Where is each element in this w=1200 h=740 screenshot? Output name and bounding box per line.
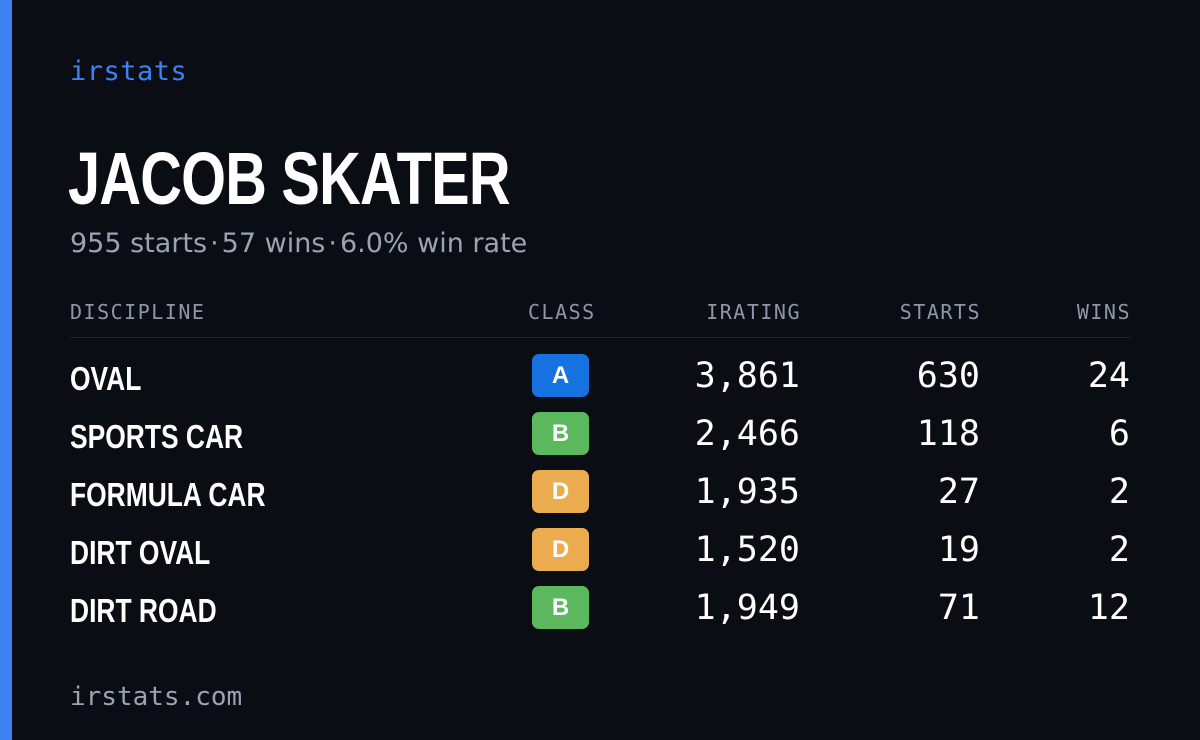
header-starts: STARTS [899,300,981,324]
irating-value: 3,861 [694,356,800,396]
total-wins: 57 wins [221,228,326,259]
table-row: DIRT ROAD B 1,949 71 12 [70,586,1131,644]
discipline-name: SPORTS CAR [70,418,244,455]
header-irating: IRATING [706,300,801,324]
footer-url: irstats.com [70,682,243,712]
starts-value: 630 [916,356,980,396]
irating-value: 1,520 [694,530,800,570]
wins-value: 24 [1087,356,1130,396]
class-badge: D [532,470,589,513]
wins-value: 2 [1108,530,1130,570]
driver-name: JACOB SKATER [68,137,511,220]
table-row: SPORTS CAR B 2,466 118 6 [70,412,1131,470]
starts-value: 71 [937,588,980,628]
discipline-name: OVAL [70,360,142,397]
wins-value: 12 [1087,588,1130,628]
irating-value: 1,935 [694,472,800,512]
class-badge: D [532,528,589,571]
stats-summary: 955 starts · 57 wins · 6.0% win rate [70,228,527,259]
discipline-name: DIRT ROAD [70,592,217,629]
starts-value: 118 [916,414,980,454]
class-badge: B [532,586,589,629]
header-wins: WINS [1076,300,1131,324]
wins-value: 2 [1108,472,1130,512]
accent-bar [0,0,12,740]
table-row: FORMULA CAR D 1,935 27 2 [70,470,1131,528]
header-class: CLASS [528,300,596,324]
class-badge: B [532,412,589,455]
discipline-name: FORMULA CAR [70,476,266,513]
class-badge: A [532,354,589,397]
header-discipline: DISCIPLINE [70,300,206,324]
irating-value: 1,949 [694,588,800,628]
brand-logo: irstats [70,56,188,87]
discipline-name: DIRT OVAL [70,534,211,571]
header-divider [70,337,1131,338]
separator: · [328,228,337,259]
irating-value: 2,466 [694,414,800,454]
wins-value: 6 [1108,414,1130,454]
table-row: OVAL A 3,861 630 24 [70,354,1131,412]
starts-value: 27 [937,472,980,512]
table-row: DIRT OVAL D 1,520 19 2 [70,528,1131,586]
win-rate: 6.0% win rate [339,228,528,259]
separator: · [210,228,219,259]
total-starts: 955 starts [70,228,208,259]
starts-value: 19 [937,530,980,570]
